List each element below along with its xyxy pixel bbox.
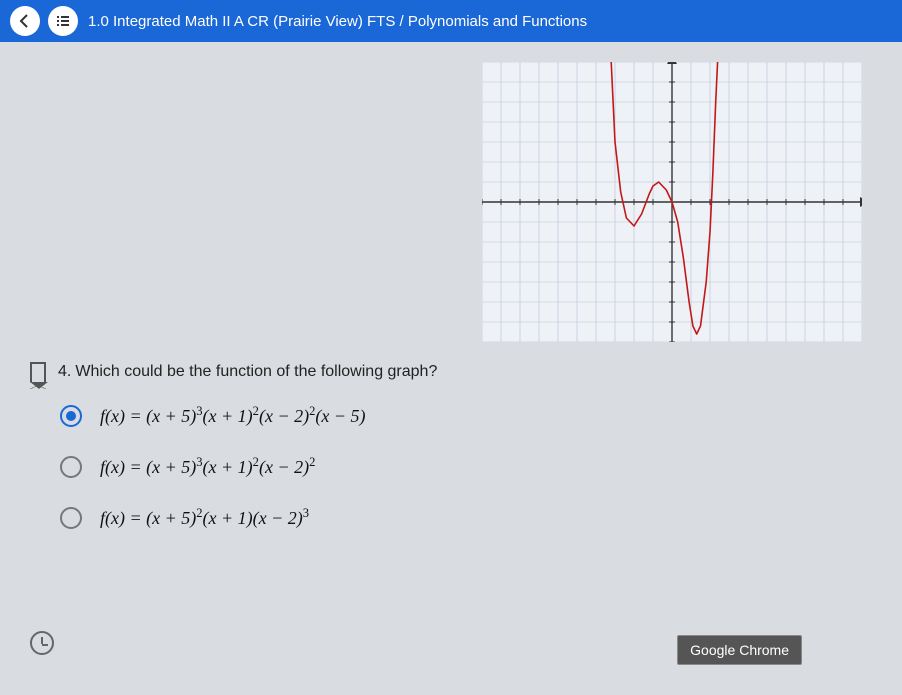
answer-option-2[interactable]: f(x) = (x + 5)2(x + 1)(x − 2)3 bbox=[60, 506, 872, 529]
option-formula: f(x) = (x + 5)3(x + 1)2(x − 2)2 bbox=[100, 455, 315, 478]
option-formula: f(x) = (x + 5)2(x + 1)(x − 2)3 bbox=[100, 506, 309, 529]
radio-button[interactable] bbox=[60, 507, 82, 529]
list-icon[interactable] bbox=[48, 6, 78, 36]
back-icon[interactable] bbox=[10, 6, 40, 36]
bookmark-icon[interactable] bbox=[30, 362, 46, 382]
question-text: Which could be the function of the follo… bbox=[75, 363, 437, 381]
radio-button[interactable] bbox=[60, 456, 82, 478]
question-content: 4. Which could be the function of the fo… bbox=[0, 42, 902, 577]
course-header: 1.0 Integrated Math II A CR (Prairie Vie… bbox=[0, 0, 902, 42]
clock-icon[interactable] bbox=[30, 631, 54, 655]
browser-tooltip: Google Chrome bbox=[677, 635, 802, 665]
question-number: 4. bbox=[58, 363, 71, 381]
answer-option-0[interactable]: f(x) = (x + 5)3(x + 1)2(x − 2)2(x − 5) bbox=[60, 404, 872, 427]
option-formula: f(x) = (x + 5)3(x + 1)2(x − 2)2(x − 5) bbox=[100, 404, 366, 427]
course-title: 1.0 Integrated Math II A CR (Prairie Vie… bbox=[88, 13, 587, 30]
radio-button[interactable] bbox=[60, 405, 82, 427]
answer-options: f(x) = (x + 5)3(x + 1)2(x − 2)2(x − 5) f(… bbox=[30, 404, 872, 529]
answer-option-1[interactable]: f(x) = (x + 5)3(x + 1)2(x − 2)2 bbox=[60, 455, 872, 478]
question-prompt: 4. Which could be the function of the fo… bbox=[30, 362, 872, 382]
function-graph bbox=[482, 62, 862, 347]
